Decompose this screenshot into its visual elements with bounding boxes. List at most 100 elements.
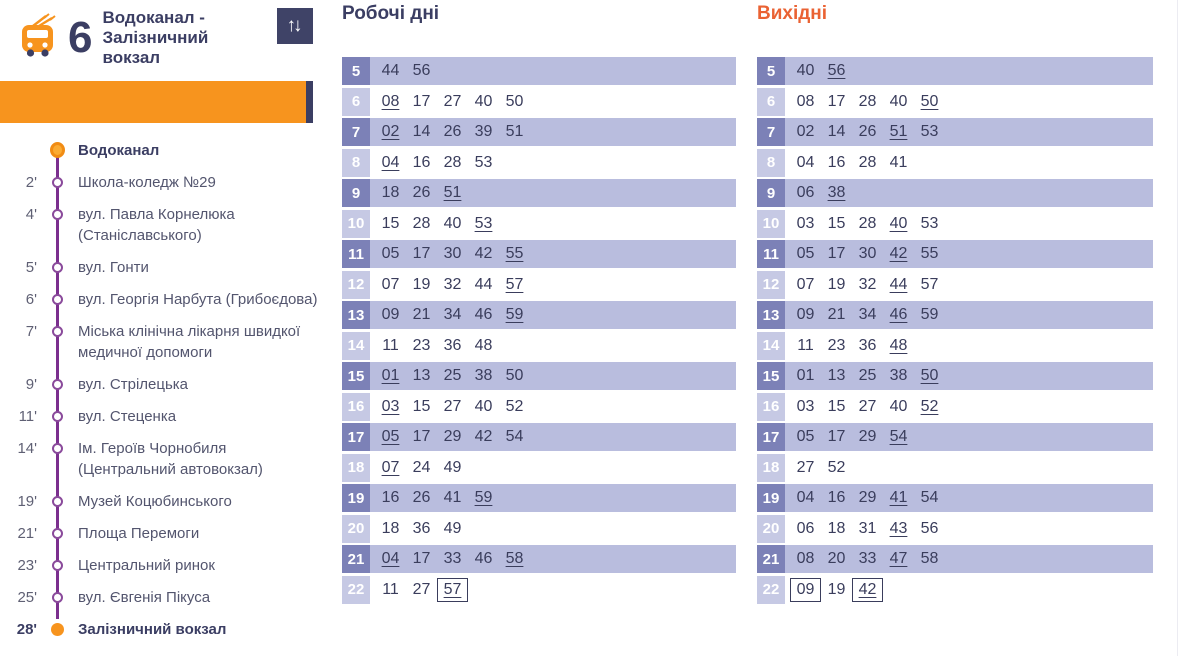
minute-cell[interactable]: 06 (796, 519, 815, 537)
minute-cell[interactable]: 43 (889, 519, 908, 537)
minute-cell[interactable]: 28 (412, 214, 431, 232)
minute-cell[interactable]: 04 (381, 153, 400, 171)
minute-cell[interactable]: 46 (889, 306, 908, 323)
minute-cell[interactable]: 57 (505, 275, 524, 293)
minute-cell[interactable]: 53 (474, 214, 493, 232)
minute-cell[interactable]: 40 (889, 397, 908, 415)
minute-cell[interactable]: 57 (920, 275, 939, 293)
minute-cell[interactable]: 26 (412, 489, 431, 506)
minute-cell[interactable]: 42 (474, 428, 493, 445)
minute-cell[interactable]: 16 (412, 153, 431, 171)
minute-cell[interactable]: 52 (505, 397, 524, 415)
minute-cell[interactable]: 24 (412, 458, 431, 476)
minute-cell[interactable]: 17 (412, 92, 431, 110)
minute-cell[interactable]: 44 (889, 275, 908, 293)
minute-cell[interactable]: 59 (474, 489, 493, 506)
minute-cell[interactable]: 13 (412, 367, 431, 384)
stop-item[interactable]: 25' вул. Євгенія Пікуса (0, 587, 325, 608)
minute-cell[interactable]: 04 (796, 153, 815, 171)
stop-item[interactable]: 6' вул. Георгія Нарбута (Грибоєдова) (0, 289, 325, 310)
minute-cell[interactable]: 42 (851, 577, 884, 602)
minute-cell[interactable]: 38 (889, 367, 908, 384)
minute-cell[interactable]: 50 (505, 367, 524, 384)
stop-item[interactable]: 2' Школа-коледж №29 (0, 172, 325, 193)
minute-cell[interactable]: 40 (889, 214, 908, 232)
minute-cell[interactable]: 09 (381, 306, 400, 323)
minute-cell[interactable]: 54 (889, 428, 908, 445)
minute-cell[interactable]: 51 (505, 123, 524, 140)
minute-cell[interactable]: 11 (382, 580, 399, 598)
minute-cell[interactable]: 31 (858, 519, 877, 537)
minute-cell[interactable]: 27 (443, 397, 462, 415)
minute-cell[interactable]: 57 (436, 577, 469, 602)
minute-cell[interactable]: 13 (827, 367, 846, 384)
minute-cell[interactable]: 14 (827, 123, 846, 140)
minute-cell[interactable]: 51 (889, 123, 908, 140)
minute-cell[interactable]: 56 (412, 62, 431, 79)
minute-cell[interactable]: 40 (889, 92, 908, 110)
minute-cell[interactable]: 07 (381, 458, 400, 476)
minute-cell[interactable]: 50 (920, 92, 939, 110)
minute-cell[interactable]: 40 (796, 62, 815, 79)
stop-item[interactable]: 5' вул. Гонти (0, 257, 325, 278)
minute-cell[interactable]: 19 (412, 275, 431, 293)
minute-cell[interactable]: 23 (412, 336, 431, 354)
minute-cell[interactable]: 50 (920, 367, 939, 384)
minute-cell[interactable]: 02 (796, 123, 815, 140)
minute-cell[interactable]: 34 (858, 306, 877, 323)
minute-cell[interactable]: 08 (381, 92, 400, 110)
stop-item[interactable]: 28' Залізничний вокзал (0, 619, 325, 640)
minute-cell[interactable]: 16 (827, 153, 846, 171)
minute-cell[interactable]: 54 (505, 428, 524, 445)
minute-cell[interactable]: 15 (827, 397, 846, 415)
minute-cell[interactable]: 03 (796, 214, 815, 232)
stop-item[interactable]: 23' Центральний ринок (0, 555, 325, 576)
stop-item[interactable]: 7' Міська клінічна лікарня швидкої медичн… (0, 321, 325, 363)
minute-cell[interactable]: 26 (858, 123, 877, 140)
minute-cell[interactable]: 36 (412, 519, 431, 537)
minute-cell[interactable]: 23 (827, 336, 846, 354)
minute-cell[interactable]: 41 (889, 489, 908, 506)
minute-cell[interactable]: 40 (443, 214, 462, 232)
minute-cell[interactable]: 27 (796, 458, 815, 476)
minute-cell[interactable]: 11 (797, 336, 814, 354)
minute-cell[interactable]: 09 (796, 306, 815, 323)
minute-cell[interactable]: 44 (474, 275, 493, 293)
minute-cell[interactable]: 17 (412, 428, 431, 445)
minute-cell[interactable]: 26 (443, 123, 462, 140)
minute-cell[interactable]: 09 (789, 577, 822, 602)
minute-cell[interactable]: 42 (474, 245, 493, 262)
minute-cell[interactable]: 18 (827, 519, 846, 537)
minute-cell[interactable]: 05 (796, 245, 815, 262)
minute-cell[interactable]: 34 (443, 306, 462, 323)
minute-cell[interactable]: 28 (858, 153, 877, 171)
minute-cell[interactable]: 06 (796, 184, 815, 201)
minute-cell[interactable]: 36 (443, 336, 462, 354)
minute-cell[interactable]: 04 (796, 489, 815, 506)
minute-cell[interactable]: 46 (474, 550, 493, 567)
minute-cell[interactable]: 20 (827, 550, 846, 567)
minute-cell[interactable]: 01 (796, 367, 815, 384)
minute-cell[interactable]: 15 (381, 214, 400, 232)
minute-cell[interactable]: 30 (858, 245, 877, 262)
minute-cell[interactable]: 59 (505, 306, 524, 323)
minute-cell[interactable]: 28 (858, 214, 877, 232)
minute-cell[interactable]: 19 (827, 275, 846, 293)
minute-cell[interactable]: 02 (381, 123, 400, 140)
minute-cell[interactable]: 08 (796, 92, 815, 110)
minute-cell[interactable]: 17 (412, 550, 431, 567)
minute-cell[interactable]: 46 (474, 306, 493, 323)
minute-cell[interactable]: 58 (505, 550, 524, 567)
minute-cell[interactable]: 08 (796, 550, 815, 567)
minute-cell[interactable]: 28 (858, 92, 877, 110)
minute-cell[interactable]: 21 (827, 306, 846, 323)
minute-cell[interactable]: 16 (827, 489, 846, 506)
minute-cell[interactable]: 27 (858, 397, 877, 415)
minute-cell[interactable]: 28 (443, 153, 462, 171)
minute-cell[interactable]: 11 (382, 336, 399, 354)
minute-cell[interactable]: 04 (381, 550, 400, 567)
minute-cell[interactable]: 38 (827, 184, 846, 201)
minute-cell[interactable]: 50 (505, 92, 524, 110)
minute-cell[interactable]: 55 (920, 245, 939, 262)
minute-cell[interactable]: 18 (381, 519, 400, 537)
